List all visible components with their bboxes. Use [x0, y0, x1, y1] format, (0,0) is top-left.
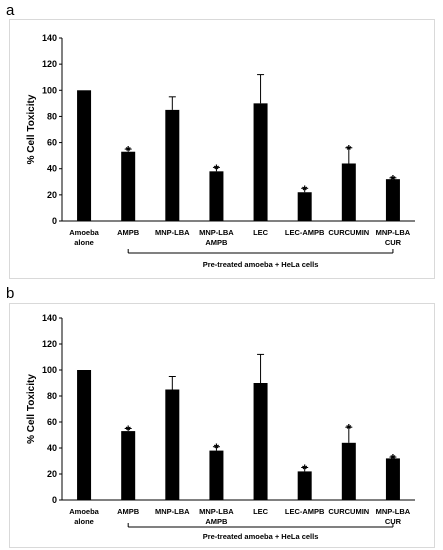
chart-a-category-label: CURCUMIN: [328, 228, 369, 237]
chart-a-bar: [385, 179, 400, 221]
chart-a-y-tick-label: 20: [47, 190, 57, 200]
chart-b-category-label: AMPB: [205, 517, 228, 526]
chart-b-category-label: MNP-LBA: [199, 507, 234, 516]
chart-a-y-tick-label: 140: [42, 33, 57, 43]
chart-a-y-tick-label: 80: [47, 111, 57, 121]
chart-b-category-label: MNP-LBA: [376, 507, 411, 516]
chart-b-category-label: CURCUMIN: [328, 507, 369, 516]
chart-b-y-tick-label: 80: [47, 391, 57, 401]
chart-b-bar: [121, 431, 136, 500]
chart-a-category-label: LEC: [253, 228, 269, 237]
chart-a-bar: [209, 171, 224, 221]
chart-b-y-tick-label: 140: [42, 313, 57, 323]
chart-a-bar: [253, 103, 268, 221]
chart-b-y-tick-label: 100: [42, 365, 57, 375]
chart-a-bar: [165, 109, 180, 221]
chart-b-y-tick-label: 120: [42, 339, 57, 349]
chart-a-y-tick-label: 40: [47, 164, 57, 174]
chart-b-bar: [341, 442, 356, 500]
chart-a-bar: [77, 90, 92, 222]
panel-letter-a: a: [6, 2, 15, 19]
chart-b-category-label: AMPB: [117, 507, 140, 516]
chart-a-significance-marker: *: [126, 143, 132, 158]
chart-b-group-label: Pre-treated amoeba + HeLa cells: [203, 532, 319, 541]
chart-a-bar: [297, 192, 312, 221]
chart-a-y-tick-label: 60: [47, 138, 57, 148]
chart-b-bar: [253, 383, 268, 500]
chart-b-significance-marker: *: [302, 462, 308, 477]
chart-a-significance-marker: *: [302, 182, 308, 197]
chart-b-y-tick-label: 60: [47, 417, 57, 427]
chart-b-y-tick-label: 40: [47, 443, 57, 453]
chart-a-category-label: AMPB: [117, 228, 140, 237]
chart-b-category-label: CUR: [385, 517, 402, 526]
chart-a-y-tick-label: 100: [42, 85, 57, 95]
chart-b-category-label: MNP-LBA: [155, 507, 190, 516]
chart-a-bar: [121, 151, 136, 221]
chart-a-group-label: Pre-treated amoeba + HeLa cells: [203, 260, 319, 269]
chart-a-category-label: MNP-LBA: [376, 228, 411, 237]
chart-b-y-tick-label: 0: [52, 495, 57, 505]
chart-a-y-tick-label: 0: [52, 216, 57, 226]
chart-b-category-label: alone: [74, 517, 94, 526]
chart-a-category-label: MNP-LBA: [199, 228, 234, 237]
chart-a-significance-marker: *: [214, 161, 220, 176]
chart-a-category-label: Amoeba: [69, 228, 99, 237]
chart-b-y-axis-label: % Cell Toxicity: [26, 374, 37, 444]
chart-a-bar: [341, 163, 356, 221]
chart-b-bar: [165, 389, 180, 500]
chart-b-bar: [385, 458, 400, 500]
chart-a-category-label: CUR: [385, 238, 402, 247]
chart-b-category-label: LEC-AMPB: [285, 507, 325, 516]
chart-b-category-label: LEC: [253, 507, 269, 516]
panel-letter-b: b: [6, 285, 15, 302]
chart-a-y-axis-label: % Cell Toxicity: [26, 94, 37, 164]
chart-b-significance-marker: *: [126, 423, 132, 438]
chart-b-bar: [209, 450, 224, 500]
chart-a-significance-marker: *: [346, 142, 352, 157]
chart-a-y-tick-label: 120: [42, 59, 57, 69]
chart-b-significance-marker: *: [390, 451, 396, 466]
chart-a-category-label: alone: [74, 238, 94, 247]
chart-a-significance-marker: *: [390, 172, 396, 187]
chart-b-bar: [77, 370, 92, 500]
chart-a-category-label: MNP-LBA: [155, 228, 190, 237]
chart-b-y-tick-label: 20: [47, 469, 57, 479]
chart-b-significance-marker: *: [346, 421, 352, 436]
chart-a-category-label: LEC-AMPB: [285, 228, 325, 237]
chart-a-category-label: AMPB: [205, 238, 228, 247]
chart-b-category-label: Amoeba: [69, 507, 99, 516]
chart-b-bar: [297, 471, 312, 500]
chart-b-significance-marker: *: [214, 441, 220, 456]
